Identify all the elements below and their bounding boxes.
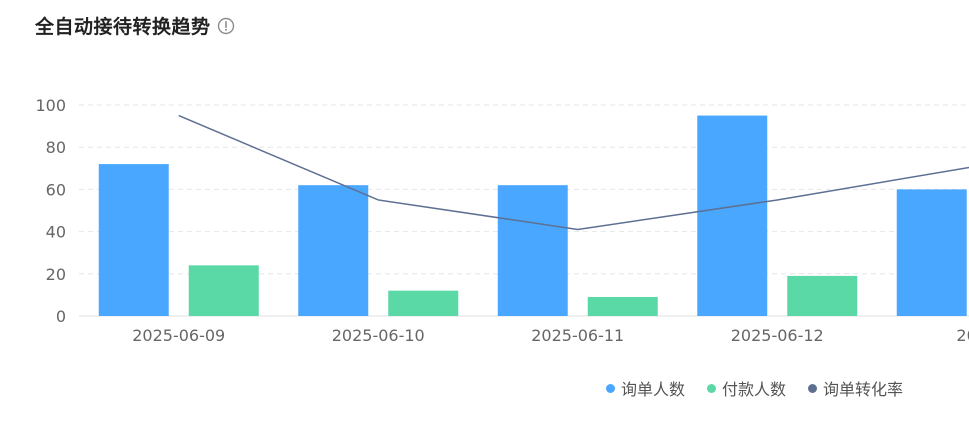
- bar-payment-count: [188, 265, 259, 316]
- bar-inquiry-count: [98, 164, 169, 316]
- x-tick-label: 2025-06-12: [731, 326, 824, 345]
- legend-label: 询单人数: [621, 380, 686, 399]
- y-tick-label: 40: [46, 223, 66, 242]
- legend-item[interactable]: 询单转化率: [808, 376, 903, 400]
- legend-item[interactable]: 付款人数: [707, 376, 786, 400]
- legend-dot: [606, 383, 615, 393]
- info-circle-icon[interactable]: [217, 17, 235, 35]
- legend-label: 付款人数: [722, 380, 787, 399]
- y-tick-label: 100: [35, 96, 66, 115]
- title-row: 全自动接待转换趋势: [35, 12, 235, 39]
- bar-inquiry-count: [697, 115, 768, 316]
- x-tick-label: 2025-06-10: [332, 326, 425, 345]
- y-tick-label: 80: [46, 138, 66, 157]
- bar-inquiry-count: [497, 185, 568, 316]
- x-tick-label: 2025: [956, 326, 969, 345]
- legend-dot: [707, 383, 717, 393]
- bar-payment-count: [587, 297, 658, 316]
- bar-inquiry-count: [298, 185, 369, 316]
- chart-legend: 询单人数 付款人数 询单转化率: [606, 376, 903, 400]
- y-tick-label: 60: [46, 180, 66, 199]
- y-tick-label: 0: [56, 307, 66, 326]
- bar-payment-count: [787, 275, 858, 316]
- y-tick-label: 20: [46, 265, 66, 284]
- x-tick-label: 2025-06-09: [132, 326, 225, 345]
- chart-title: 全自动接待转换趋势: [35, 16, 211, 38]
- legend-dot: [808, 383, 818, 393]
- legend-item[interactable]: 询单人数: [606, 376, 685, 400]
- bar-inquiry-count: [896, 189, 967, 316]
- x-tick-label: 2025-06-11: [531, 326, 624, 345]
- bar-payment-count: [388, 290, 459, 316]
- line-conversion-rate: [178, 114, 969, 231]
- legend-label: 询单转化率: [823, 380, 904, 399]
